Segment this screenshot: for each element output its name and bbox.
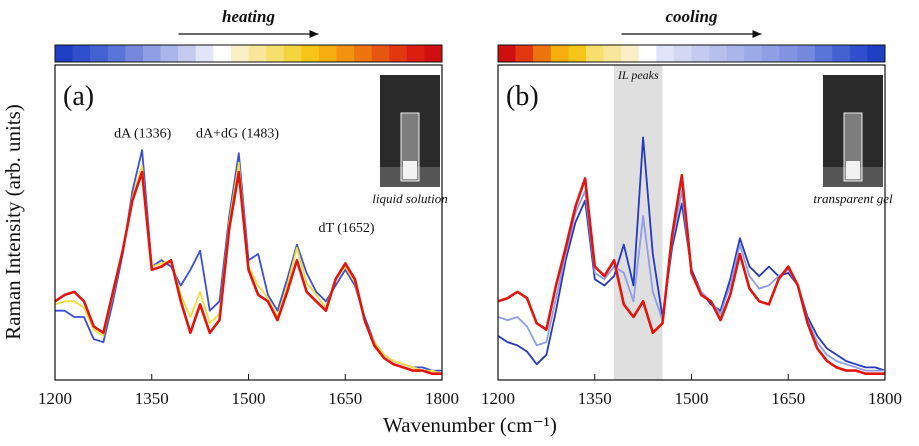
colorbar-cell [585, 45, 604, 62]
colorbar-cell [832, 45, 851, 62]
colorbar-cell [195, 45, 214, 62]
x-tick-label: 1350 [135, 389, 169, 408]
x-tick-label: 1200 [481, 389, 515, 408]
colorbar-cell [354, 45, 372, 62]
colorbar-cell [107, 45, 126, 62]
x-axis-label: Wavenumber (cm⁻¹) [383, 413, 557, 437]
colorbar-cell [797, 45, 815, 62]
colorbar-cell [656, 45, 675, 62]
colorbar-frame [497, 44, 886, 63]
colorbar-cell [266, 45, 284, 62]
colorbar-cell [213, 45, 232, 62]
colorbar-cell [230, 45, 249, 62]
spectrum-line [497, 174, 885, 375]
colorbar-cell [761, 45, 780, 62]
peak-annotation: dT (1652) [318, 221, 374, 236]
arrow-head [752, 30, 762, 38]
colorbar-cell [90, 45, 109, 62]
arrow-head [309, 30, 319, 38]
colorbar-cell [568, 45, 587, 62]
colorbar-cell [621, 45, 640, 62]
colorbar-cell [301, 45, 320, 62]
y-axis-label: Raman Intensity (arb. units) [1, 104, 25, 340]
peak-annotation: dA+dG (1483) [196, 126, 279, 141]
x-tick-label: 1350 [578, 389, 612, 408]
colorbar-cell [550, 45, 569, 62]
colorbar-cell [779, 45, 798, 62]
process-label: heating [222, 7, 275, 26]
x-tick-label: 1800 [868, 389, 902, 408]
process-label: cooling [666, 7, 718, 26]
colorbar-cell [125, 45, 144, 62]
colorbar-cell [178, 45, 197, 62]
colorbar-cell [709, 45, 727, 62]
x-tick-label: 1200 [38, 389, 72, 408]
x-tick-label: 1650 [328, 389, 362, 408]
colorbar-cell [318, 45, 337, 62]
colorbar-frame [54, 44, 443, 63]
colorbar-cell [603, 45, 622, 62]
colorbar-cell [691, 45, 710, 62]
colorbar-cell [283, 45, 302, 62]
colorbar-cell [371, 45, 390, 62]
colorbar-cell [72, 45, 91, 62]
colorbar-cell [336, 45, 355, 62]
x-tick-label: 1500 [675, 389, 709, 408]
colorbar-cell [248, 45, 267, 62]
colorbar-cell [726, 45, 745, 62]
colorbar-cell [515, 45, 534, 62]
colorbar-cell [160, 45, 179, 62]
cuvette-liquid [846, 161, 860, 179]
panel-label: (b) [506, 81, 539, 112]
spectrum-line [54, 170, 442, 375]
colorbar-cell [814, 45, 833, 62]
colorbar-cell [533, 45, 552, 62]
colorbar-cell [867, 45, 886, 62]
shade-label: IL peaks [617, 68, 659, 82]
panel-label: (a) [63, 81, 94, 112]
colorbar-cell [498, 45, 516, 62]
colorbar-cell [424, 45, 443, 62]
photo-caption: transparent gel [813, 191, 893, 206]
peak-annotation: dA (1336) [114, 126, 172, 141]
x-tick-label: 1650 [771, 389, 805, 408]
colorbar-cell [406, 45, 425, 62]
colorbar-cell [638, 45, 657, 62]
x-tick-label: 1500 [232, 389, 266, 408]
colorbar-cell [389, 45, 408, 62]
colorbar-cell [142, 45, 161, 62]
colorbar-cell [55, 45, 73, 62]
photo-caption: liquid solution [372, 191, 447, 206]
cuvette-liquid [403, 161, 417, 179]
colorbar-cell [673, 45, 692, 62]
colorbar-cell [849, 45, 868, 62]
colorbar-cell [744, 45, 763, 62]
x-tick-label: 1800 [425, 389, 459, 408]
